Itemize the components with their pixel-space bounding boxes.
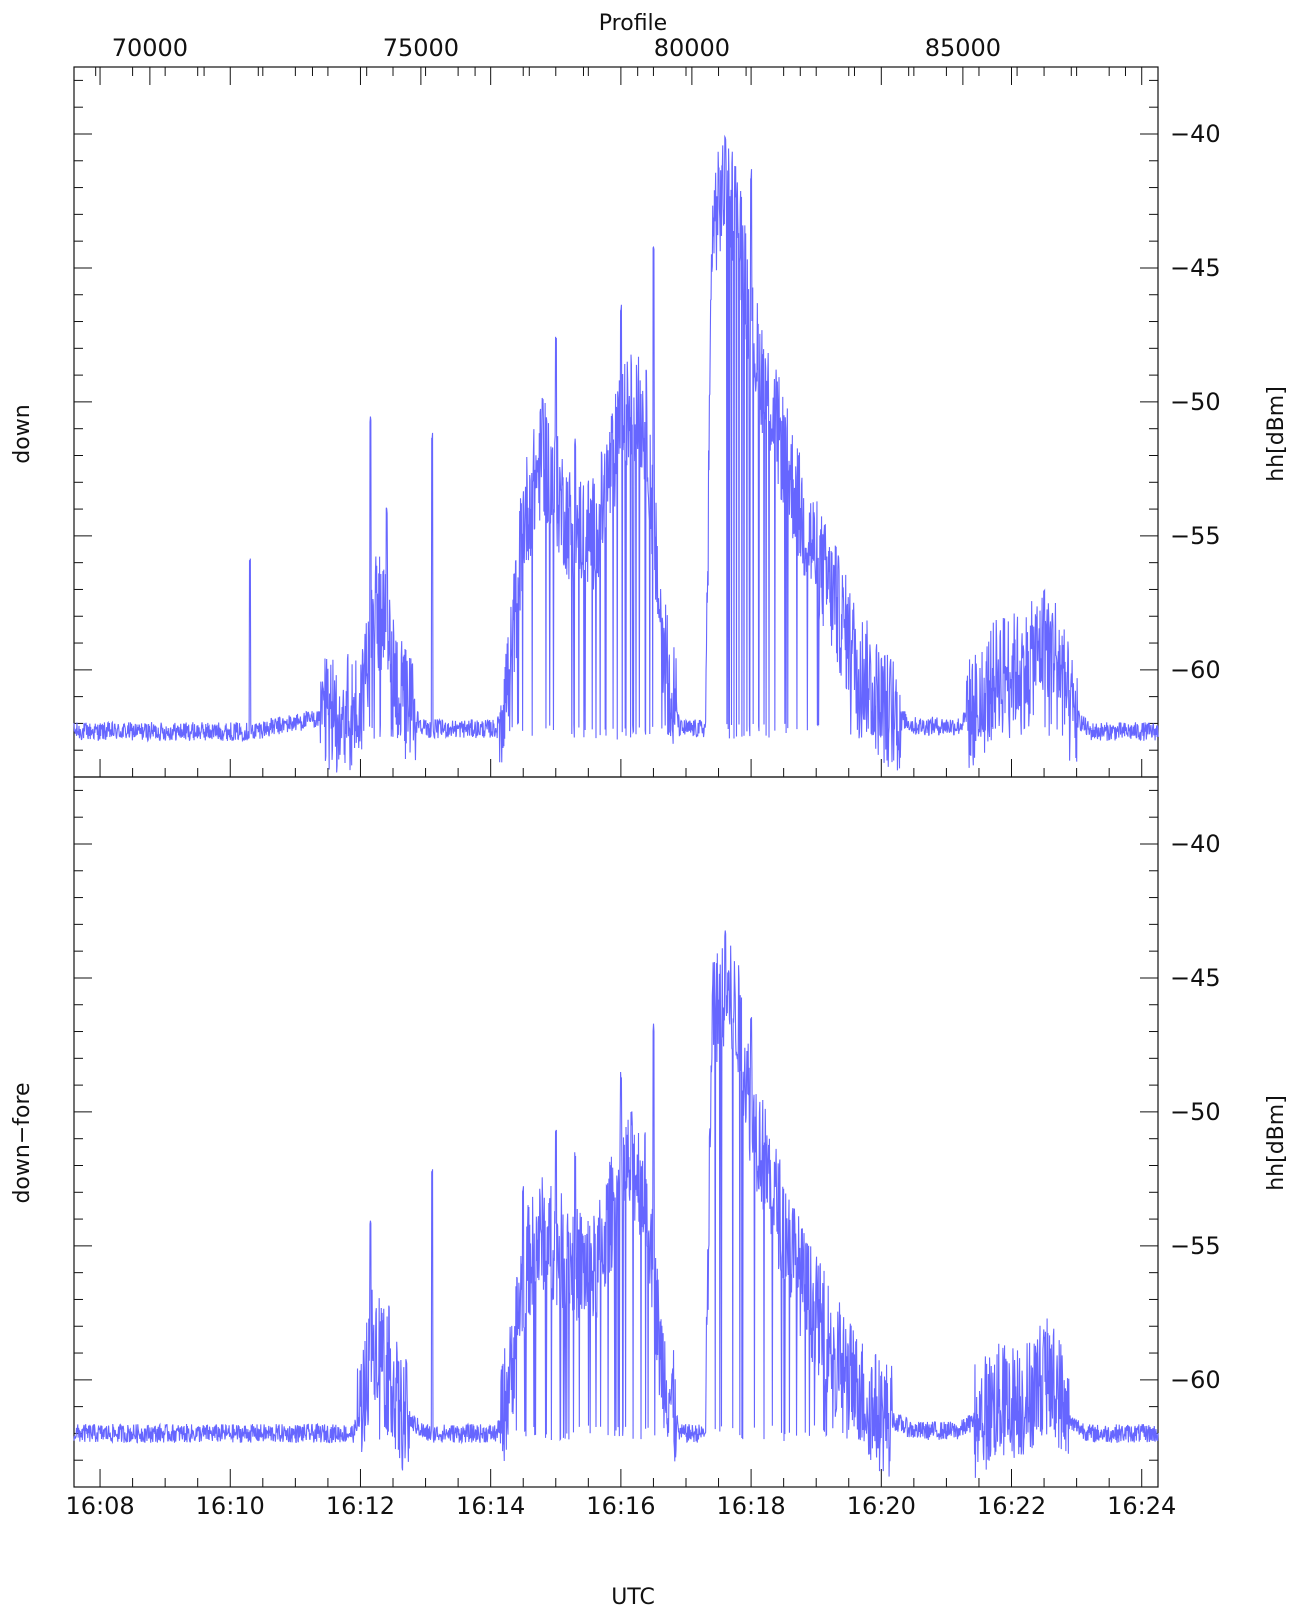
x-tick-label: 16:24 [1107, 1492, 1176, 1520]
x-tick-label: 16:20 [847, 1492, 916, 1520]
plot-frame [73, 776, 1159, 1488]
panel-down-fore-y-axis-label: hh[dBm] [1264, 1095, 1289, 1191]
y-tick-label: −60 [1170, 656, 1221, 684]
panel-down-y-axis-label: hh[dBm] [1264, 386, 1289, 482]
y-tick-label: −50 [1170, 388, 1221, 416]
y-tick-label: −60 [1170, 1366, 1221, 1394]
y-tick-label: −40 [1170, 120, 1221, 148]
x-tick-label: 16:08 [65, 1492, 134, 1520]
y-tick-label: −55 [1170, 522, 1221, 550]
profile-tick-label: 70000 [112, 34, 188, 62]
y-tick-label: −55 [1170, 1232, 1221, 1260]
x-tick-label: 16:12 [326, 1492, 395, 1520]
y-tick-label: −40 [1170, 830, 1221, 858]
x-tick-label: 16:10 [196, 1492, 265, 1520]
panel-down-fore: −40 −45 −50 −55 −60 [73, 776, 1221, 1488]
x-tick-label: 16:18 [717, 1492, 786, 1520]
x-axis-label: UTC [611, 1585, 655, 1610]
x-tick-label: 16:14 [456, 1492, 525, 1520]
series-line [73, 134, 1159, 773]
profile-tick-label: 80000 [654, 34, 730, 62]
top-axis-label: Profile [599, 11, 667, 36]
profile-tick-label: 85000 [925, 34, 1001, 62]
panel-down: −40 −45 −50 −55 −60 [73, 66, 1221, 778]
y-tick-label: −45 [1170, 964, 1221, 992]
panel-down-fore-label: down−fore [10, 1082, 35, 1203]
x-tick-label: 16:16 [586, 1492, 655, 1520]
x-tick-label: 16:22 [977, 1492, 1046, 1520]
profile-tick-label: 75000 [383, 34, 459, 62]
panel-down-label: down [10, 404, 35, 463]
y-tick-label: −45 [1170, 254, 1221, 282]
series-line [73, 930, 1159, 1478]
y-tick-label: −50 [1170, 1098, 1221, 1126]
